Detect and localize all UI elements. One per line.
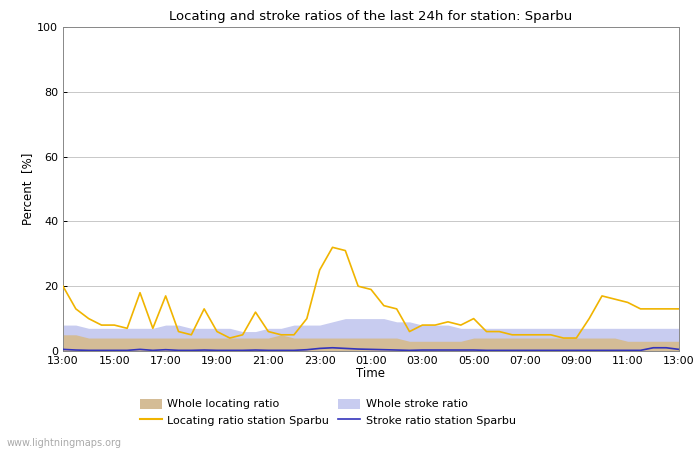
Y-axis label: Percent  [%]: Percent [%] [22, 153, 34, 225]
Legend: Whole locating ratio, Locating ratio station Sparbu, Whole stroke ratio, Stroke : Whole locating ratio, Locating ratio sta… [140, 399, 516, 426]
Title: Locating and stroke ratios of the last 24h for station: Sparbu: Locating and stroke ratios of the last 2… [169, 10, 573, 23]
Text: www.lightningmaps.org: www.lightningmaps.org [7, 438, 122, 448]
X-axis label: Time: Time [356, 367, 386, 380]
